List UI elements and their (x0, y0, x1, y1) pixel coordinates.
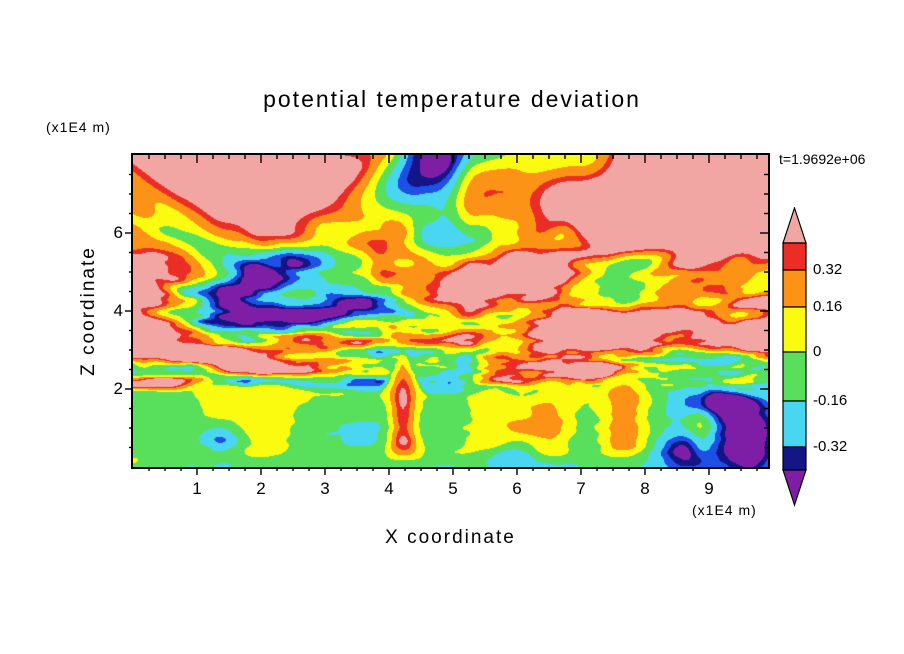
colorbar-arrow-bottom (782, 469, 807, 507)
x-tick-label: 3 (320, 479, 330, 498)
z-tick-label: 6 (113, 223, 123, 242)
contour-field-canvas (133, 155, 768, 467)
x-tick-label: 1 (192, 479, 202, 498)
colorbar-arrow-top (782, 207, 807, 244)
colorbar-segment (782, 400, 807, 448)
colorbar (782, 207, 807, 507)
plot-area (131, 153, 770, 469)
colorbar-tick-label: 0 (813, 343, 822, 360)
colorbar-tick-label: -0.16 (813, 392, 848, 409)
colorbar-segment (782, 351, 807, 402)
x-tick-label: 2 (256, 479, 266, 498)
x-tick-label: 5 (448, 479, 458, 498)
x-tick-label: 9 (704, 479, 714, 498)
x-tick-label: 7 (576, 479, 586, 498)
colorbar-tick-label: -0.32 (813, 438, 848, 455)
z-tick-label: 4 (113, 301, 123, 320)
colorbar-segment (782, 242, 807, 271)
x-tick-label: 8 (640, 479, 650, 498)
colorbar-tick-label: 0.16 (813, 298, 843, 315)
timestamp-label: t=1.9692e+06 (779, 151, 866, 167)
x-axis-title: X coordinate (385, 527, 516, 548)
x-axis-unit-label: (x1E4 m) (692, 502, 757, 518)
z-axis-unit-label: (x1E4 m) (46, 119, 111, 135)
chart-title: potential temperature deviation (263, 86, 641, 112)
colorbar-segment (782, 446, 807, 471)
colorbar-segment (782, 269, 807, 308)
z-tick-label: 2 (113, 379, 123, 398)
x-tick-label: 4 (384, 479, 394, 498)
colorbar-tick-label: 0.32 (813, 261, 843, 278)
colorbar-segment (782, 306, 807, 353)
x-tick-label: 6 (512, 479, 522, 498)
